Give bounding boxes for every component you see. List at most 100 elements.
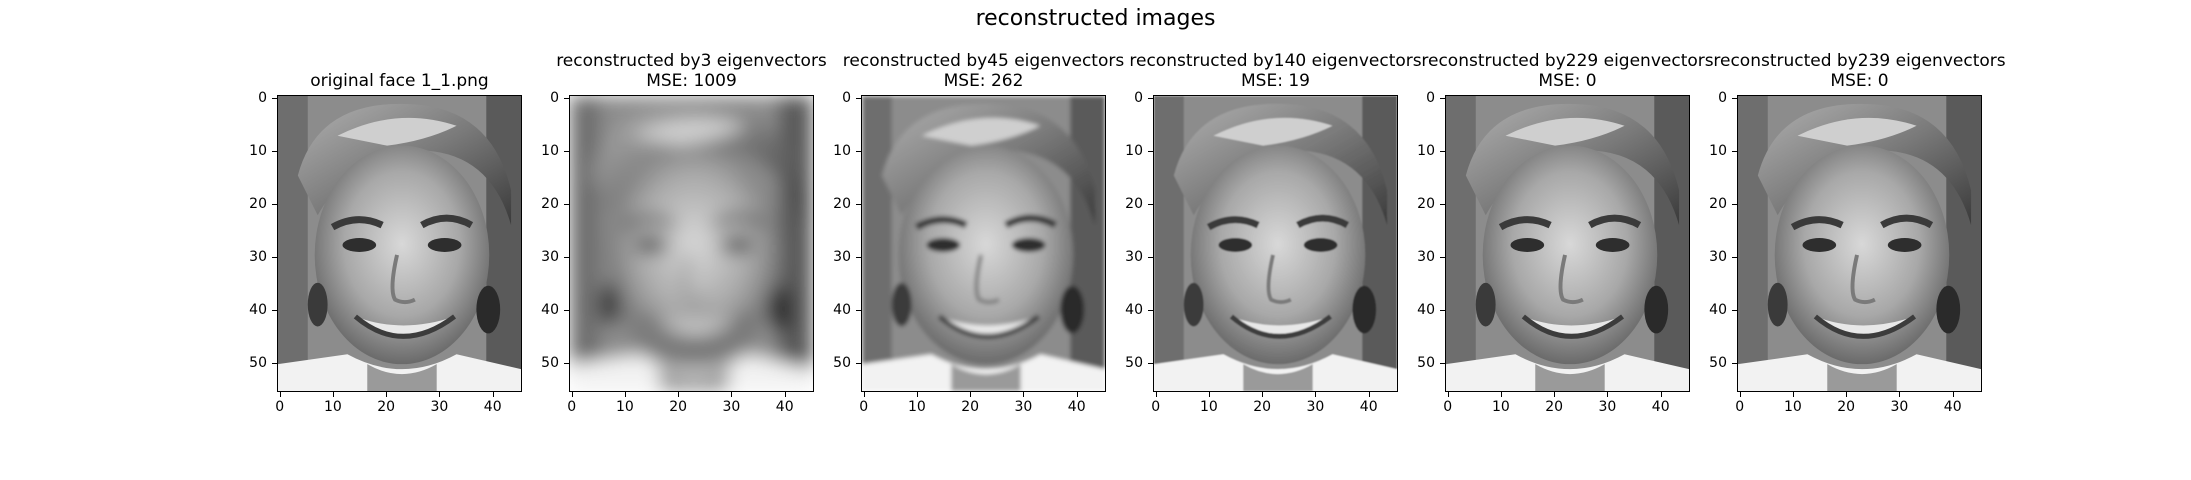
- x-tick-label: 30: [1014, 399, 1033, 415]
- y-tick-mark: [564, 203, 569, 205]
- x-tick-label: 20: [377, 399, 396, 415]
- x-tick-mark: [731, 392, 733, 397]
- x-tick-label: 10: [908, 399, 926, 415]
- x-tick-mark: [1155, 392, 1157, 397]
- x-tick-mark: [678, 392, 680, 397]
- y-tick-mark: [1732, 203, 1737, 205]
- y-tick-label: 40: [1125, 301, 1143, 318]
- y-tick-label: 10: [249, 142, 267, 159]
- y-tick-mark: [856, 256, 861, 258]
- y-tick-label: 40: [1709, 301, 1727, 318]
- y-tick-mark: [564, 97, 569, 99]
- x-tick-label: 0: [1443, 399, 1453, 415]
- face-image: [1737, 95, 1982, 392]
- x-tick-mark: [492, 392, 494, 397]
- y-tick-mark: [1732, 256, 1737, 258]
- x-tick-label: 20: [1253, 399, 1272, 415]
- x-tick-label: 0: [1735, 399, 1745, 415]
- y-tick-mark: [1148, 256, 1153, 258]
- face-image: [1153, 95, 1398, 392]
- x-tick-label: 20: [1837, 399, 1856, 415]
- y-tick-label: 10: [541, 142, 559, 159]
- y-tick-mark: [1732, 97, 1737, 99]
- panel-reconstructed-239: reconstructed by239 eigenvectors MSE: 0: [1709, 0, 2005, 480]
- x-tick-label: 40: [1943, 399, 1962, 415]
- y-tick-label: 20: [1709, 195, 1727, 212]
- y-tick-mark: [1148, 203, 1153, 205]
- panel-reconstructed-229: reconstructed by229 eigenvectors MSE: 0: [1417, 0, 1713, 480]
- panel-title-line2: MSE: 1009: [646, 71, 737, 91]
- y-tick-mark: [1148, 97, 1153, 99]
- y-tick-mark: [272, 362, 277, 364]
- panel-title-line2: MSE: 0: [1830, 71, 1889, 91]
- x-tick-mark: [571, 392, 573, 397]
- y-tick-label: 30: [541, 248, 559, 265]
- y-tick-label: 50: [249, 354, 267, 371]
- panel-reconstructed-3: reconstructed by3 eigenvectors MSE: 1009: [541, 0, 827, 480]
- panel-title-line2: MSE: 262: [943, 71, 1024, 91]
- x-tick-mark: [1500, 392, 1502, 397]
- y-tick-label: 10: [1709, 142, 1727, 159]
- x-tick-mark: [386, 392, 388, 397]
- y-tick-label: 30: [833, 248, 851, 265]
- panel-title-line1: reconstructed by3 eigenvectors: [556, 51, 827, 71]
- x-tick-label: 40: [483, 399, 502, 415]
- y-tick-label: 40: [1417, 301, 1435, 318]
- x-tick-label: 20: [961, 399, 980, 415]
- x-tick-label: 0: [275, 399, 285, 415]
- x-tick-label: 20: [669, 399, 688, 415]
- figure-suptitle: reconstructed images: [975, 6, 1216, 31]
- y-tick-label: 20: [833, 195, 851, 212]
- x-tick-mark: [1554, 392, 1556, 397]
- y-tick-label: 0: [1718, 89, 1727, 106]
- x-tick-mark: [1846, 392, 1848, 397]
- panel-title-line2: MSE: 19: [1241, 71, 1310, 91]
- y-tick-mark: [1732, 362, 1737, 364]
- x-tick-mark: [1315, 392, 1317, 397]
- y-tick-label: 30: [1417, 248, 1435, 265]
- y-tick-mark: [272, 203, 277, 205]
- face-image: [277, 95, 522, 392]
- y-tick-mark: [1148, 309, 1153, 311]
- x-tick-mark: [279, 392, 281, 397]
- face-image: [861, 95, 1106, 392]
- y-tick-mark: [1732, 150, 1737, 152]
- panel-title-line1: reconstructed by229 eigenvectors: [1421, 51, 1714, 71]
- y-tick-label: 40: [249, 301, 267, 318]
- y-tick-mark: [856, 362, 861, 364]
- x-tick-mark: [1208, 392, 1210, 397]
- y-tick-mark: [1440, 203, 1445, 205]
- x-tick-label: 10: [1200, 399, 1218, 415]
- y-tick-mark: [564, 150, 569, 152]
- panel-title-line1: reconstructed by140 eigenvectors: [1129, 51, 1422, 71]
- y-tick-label: 50: [833, 354, 851, 371]
- y-tick-label: 30: [1125, 248, 1143, 265]
- panel-title-line1: original face 1_1.png: [310, 71, 489, 91]
- y-tick-label: 0: [1426, 89, 1435, 106]
- y-tick-mark: [272, 97, 277, 99]
- x-tick-label: 40: [1651, 399, 1670, 415]
- x-tick-mark: [863, 392, 865, 397]
- y-tick-label: 20: [541, 195, 559, 212]
- y-tick-label: 50: [1125, 354, 1143, 371]
- x-tick-mark: [1899, 392, 1901, 397]
- y-tick-label: 0: [550, 89, 559, 106]
- y-tick-label: 50: [541, 354, 559, 371]
- y-tick-label: 0: [1134, 89, 1143, 106]
- x-tick-mark: [1607, 392, 1609, 397]
- y-tick-mark: [1440, 97, 1445, 99]
- y-tick-label: 40: [541, 301, 559, 318]
- y-tick-label: 20: [1125, 195, 1143, 212]
- face-image: [1445, 95, 1690, 392]
- y-tick-mark: [272, 256, 277, 258]
- x-tick-mark: [332, 392, 334, 397]
- x-tick-label: 0: [859, 399, 869, 415]
- x-tick-label: 40: [1359, 399, 1378, 415]
- x-tick-label: 40: [1067, 399, 1086, 415]
- y-tick-mark: [564, 362, 569, 364]
- y-tick-label: 30: [249, 248, 267, 265]
- x-tick-mark: [916, 392, 918, 397]
- x-tick-mark: [1739, 392, 1741, 397]
- y-tick-label: 20: [249, 195, 267, 212]
